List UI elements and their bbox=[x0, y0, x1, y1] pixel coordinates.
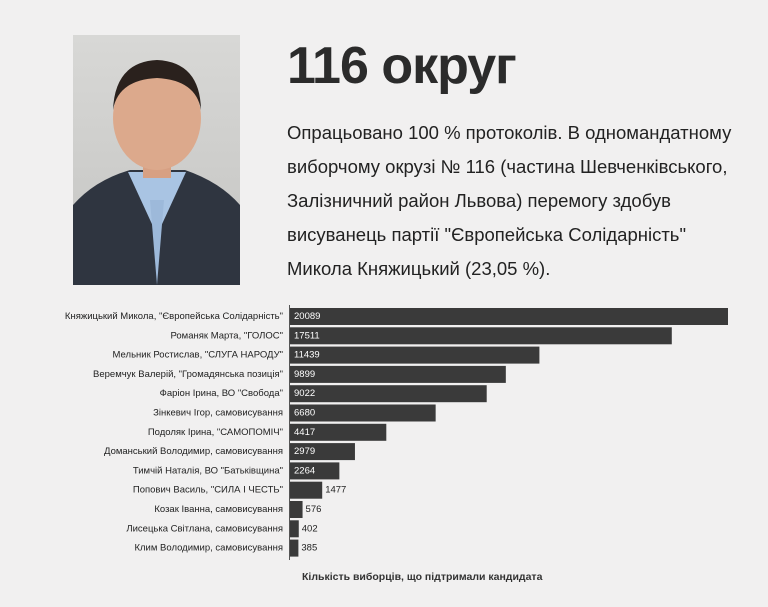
value-label: 1477 bbox=[325, 485, 346, 496]
value-label: 2979 bbox=[294, 446, 315, 457]
x-axis-label: Кількість виборців, що підтримали кандид… bbox=[302, 571, 543, 583]
description: Опрацьовано 100 % протоколів. В одноманд… bbox=[287, 122, 732, 279]
value-label: 385 bbox=[301, 543, 317, 554]
value-label: 6680 bbox=[294, 408, 315, 419]
value-label: 4417 bbox=[294, 427, 315, 438]
bar bbox=[290, 346, 540, 364]
value-label: 9022 bbox=[294, 388, 315, 399]
bar bbox=[290, 520, 299, 538]
value-label: 11439 bbox=[294, 350, 320, 361]
y-tick-label: Мельник Ростислав, "СЛУГА НАРОДУ" bbox=[113, 350, 283, 361]
bar bbox=[290, 539, 299, 557]
bar bbox=[290, 404, 436, 422]
bar bbox=[290, 462, 340, 480]
y-tick-label: Доманський Володимир, самовисування bbox=[104, 446, 283, 457]
y-tick-label: Подоляк Ірина, "САМОПОМІЧ" bbox=[148, 427, 283, 438]
value-label: 20089 bbox=[294, 311, 320, 322]
bar bbox=[290, 423, 387, 441]
value-label: 9899 bbox=[294, 369, 315, 380]
bar bbox=[290, 385, 487, 403]
y-tick-label: Лисецька Світлана, самовисування bbox=[126, 523, 283, 534]
bar bbox=[290, 481, 323, 499]
y-tick-label: Тимчій Наталія, ВО "Батьківщина" bbox=[133, 465, 283, 476]
value-label: 402 bbox=[302, 523, 318, 534]
y-tick-label: Клим Володимир, самовисування bbox=[134, 543, 283, 554]
value-label: 2264 bbox=[294, 465, 315, 476]
y-tick-label: Попович Василь, "СИЛА І ЧЕСТЬ" bbox=[133, 485, 283, 496]
heading: 116 округ bbox=[287, 37, 517, 95]
y-tick-label: Романяк Марта, "ГОЛОС" bbox=[170, 330, 283, 341]
y-tick-label: Зінкевич Ігор, самовисування bbox=[153, 408, 283, 419]
bar bbox=[290, 501, 303, 518]
bar bbox=[290, 443, 355, 461]
value-label: 576 bbox=[306, 504, 322, 515]
bar bbox=[290, 327, 672, 345]
value-label: 17511 bbox=[294, 330, 320, 341]
bar bbox=[290, 308, 728, 325]
y-tick-label: Веремчук Валерій, "Громадянська позиція" bbox=[93, 369, 283, 380]
portrait bbox=[73, 35, 240, 285]
y-tick-label: Фаріон Ірина, ВО "Свобода" bbox=[160, 388, 283, 399]
y-tick-label: Княжицький Микола, "Європейська Солідарн… bbox=[65, 311, 283, 322]
y-tick-label: Козак Іванна, самовисування bbox=[154, 504, 283, 515]
bar bbox=[290, 365, 506, 383]
